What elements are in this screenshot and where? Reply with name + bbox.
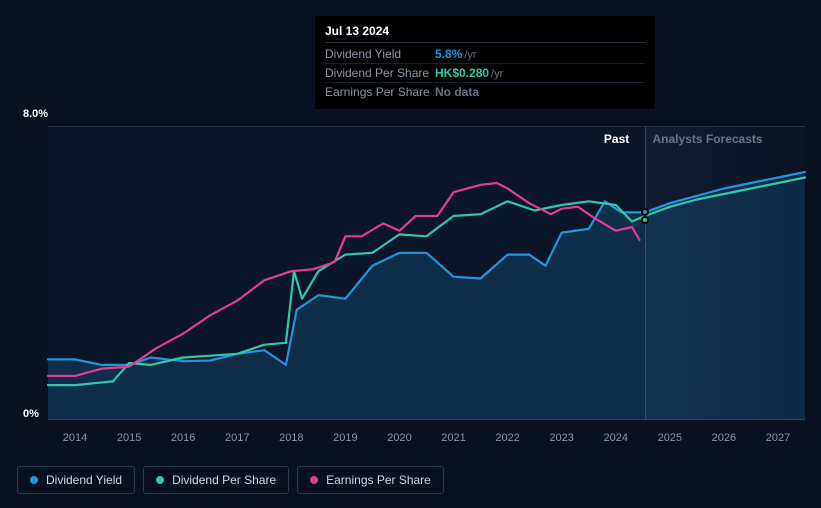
tooltip-row: Earnings Per ShareNo data: [325, 83, 645, 101]
x-tick: 2022: [495, 432, 519, 444]
y-axis-bottom-label: 0%: [23, 408, 39, 420]
tooltip-value: HK$0.280: [435, 66, 489, 80]
tooltip-row: Dividend Yield5.8%/yr: [325, 45, 645, 64]
tooltip-label: Dividend Yield: [325, 47, 435, 61]
tooltip-value: 5.8%: [435, 47, 462, 61]
legend-label: Dividend Per Share: [172, 473, 276, 487]
x-tick: 2019: [333, 432, 357, 444]
x-tick: 2017: [225, 432, 249, 444]
legend-item[interactable]: Dividend Per Share: [143, 466, 289, 494]
x-tick: 2016: [171, 432, 195, 444]
plot-area[interactable]: Past Analysts Forecasts: [48, 126, 805, 420]
tooltip-rows: Dividend Yield5.8%/yrDividend Per ShareH…: [325, 45, 645, 101]
legend-item[interactable]: Dividend Yield: [17, 466, 135, 494]
chart-tooltip: Jul 13 2024 Dividend Yield5.8%/yrDividen…: [315, 16, 655, 109]
tooltip-unit: /yr: [491, 68, 503, 80]
tooltip-label: Dividend Per Share: [325, 66, 435, 80]
x-axis-ticks: 2014 2015 2016 2017 2018 2019 2020 2021 2022 2023…: [48, 432, 805, 448]
x-tick: 2020: [387, 432, 411, 444]
x-tick: 2018: [279, 432, 303, 444]
legend-dot-icon: [310, 476, 318, 484]
tooltip-label: Earnings Per Share: [325, 85, 435, 99]
x-tick: 2026: [712, 432, 736, 444]
x-tick: 2027: [766, 432, 790, 444]
x-tick: 2025: [658, 432, 682, 444]
x-tick: 2015: [117, 432, 141, 444]
tooltip-row: Dividend Per ShareHK$0.280/yr: [325, 64, 645, 83]
x-tick: 2014: [63, 432, 87, 444]
tooltip-unit: /yr: [464, 49, 476, 61]
series-area: [48, 172, 805, 420]
chart-svg: [48, 126, 805, 420]
legend-dot-icon: [30, 476, 38, 484]
legend: Dividend Yield Dividend Per Share Earnings…: [17, 466, 444, 494]
tooltip-value: No data: [435, 85, 479, 99]
legend-label: Earnings Per Share: [326, 473, 431, 487]
cursor-marker: [641, 216, 649, 224]
tooltip-date: Jul 13 2024: [325, 24, 645, 43]
x-tick: 2024: [604, 432, 628, 444]
dividend-chart: Jul 13 2024 Dividend Yield5.8%/yrDividen…: [0, 0, 821, 508]
legend-dot-icon: [156, 476, 164, 484]
legend-label: Dividend Yield: [46, 473, 122, 487]
legend-item[interactable]: Earnings Per Share: [297, 466, 444, 494]
x-tick: 2023: [549, 432, 573, 444]
x-tick: 2021: [441, 432, 465, 444]
y-axis-top-label: 8.0%: [23, 108, 48, 120]
